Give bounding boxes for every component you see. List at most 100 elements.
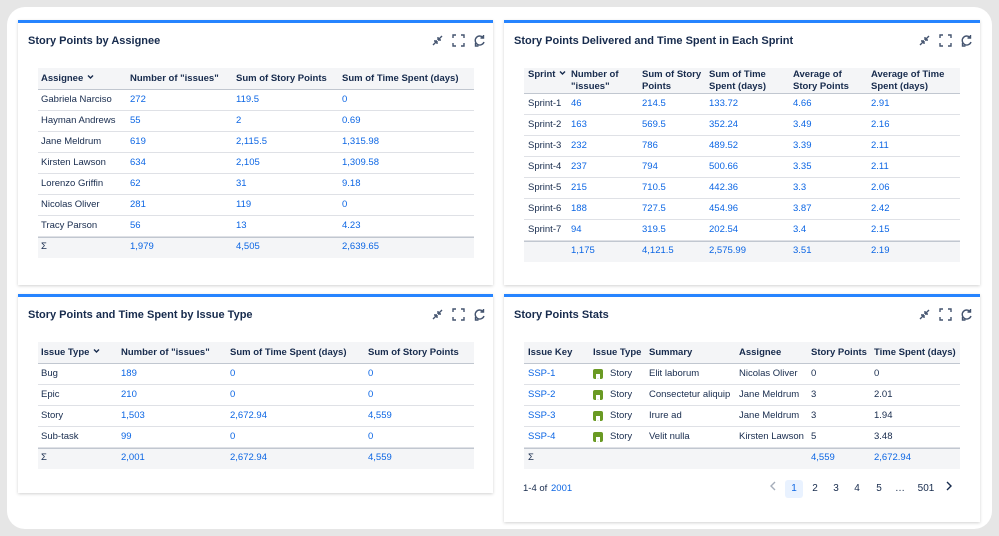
table-cell[interactable]: 3.49 <box>793 119 812 130</box>
table-cell[interactable]: 2.06 <box>871 182 890 193</box>
table-cell[interactable]: SSP-2 <box>528 389 556 400</box>
table-cell[interactable]: 232 <box>571 140 587 151</box>
fullscreen-button[interactable] <box>939 308 952 321</box>
table-cell[interactable]: 2.42 <box>871 203 890 214</box>
table-cell[interactable]: 3.39 <box>793 140 812 151</box>
table-cell[interactable]: 62 <box>130 178 141 189</box>
table-cell[interactable]: 352.24 <box>709 119 739 130</box>
page-button[interactable]: … <box>895 483 905 494</box>
table-cell[interactable]: 442.36 <box>709 182 739 193</box>
page-button[interactable]: 2 <box>812 483 818 494</box>
total-cell[interactable]: 1,175 <box>571 245 595 256</box>
table-cell[interactable]: 1,309.58 <box>342 157 379 168</box>
table-cell[interactable]: 281 <box>130 199 146 210</box>
minimize-button[interactable] <box>918 34 931 47</box>
table-cell[interactable]: SSP-1 <box>528 368 556 379</box>
table-cell[interactable]: 569.5 <box>642 119 666 130</box>
refresh-button[interactable] <box>473 34 486 47</box>
table-cell[interactable]: 2.15 <box>871 224 890 235</box>
table-cell[interactable]: 619 <box>130 136 146 147</box>
refresh-button[interactable] <box>960 308 973 321</box>
table-cell[interactable]: 94 <box>571 224 582 235</box>
table-cell[interactable]: 214.5 <box>642 98 666 109</box>
total-cell[interactable]: 2.19 <box>871 245 890 256</box>
table-cell[interactable]: 2,105 <box>236 157 260 168</box>
table-cell[interactable]: 13 <box>236 220 247 231</box>
column-header[interactable]: Sprint <box>528 69 568 81</box>
page-button[interactable]: 4 <box>854 483 860 494</box>
table-cell[interactable]: 1,503 <box>121 410 145 421</box>
total-cell[interactable]: 2,672.94 <box>874 452 911 463</box>
minimize-button[interactable] <box>431 308 444 321</box>
fullscreen-button[interactable] <box>452 34 465 47</box>
sort-chevron[interactable] <box>89 347 101 358</box>
table-cell[interactable]: 2.11 <box>871 161 889 172</box>
page-button[interactable]: 5 <box>876 483 882 494</box>
table-cell[interactable]: 4.66 <box>793 98 812 109</box>
table-cell[interactable]: 1,315.98 <box>342 136 379 147</box>
table-cell[interactable]: 634 <box>130 157 146 168</box>
table-cell[interactable]: 454.96 <box>709 203 739 214</box>
table-cell[interactable]: 4,559 <box>368 410 392 421</box>
table-cell[interactable]: 46 <box>571 98 582 109</box>
table-cell[interactable]: 2,672.94 <box>230 410 267 421</box>
table-cell[interactable]: 56 <box>130 220 141 231</box>
table-cell[interactable]: 500.66 <box>709 161 739 172</box>
table-cell[interactable]: 0 <box>230 431 236 442</box>
table-cell[interactable]: 0 <box>342 94 348 105</box>
prev-page[interactable] <box>764 480 782 498</box>
table-cell[interactable]: 2.91 <box>871 98 890 109</box>
current-page[interactable]: 1 <box>785 480 803 498</box>
page-button[interactable]: 501 <box>917 483 935 494</box>
pagination-total[interactable]: 2001 <box>551 483 573 494</box>
table-cell[interactable]: SSP-3 <box>528 410 556 421</box>
sort-chevron[interactable] <box>555 69 567 80</box>
table-cell[interactable]: 3.35 <box>793 161 812 172</box>
table-cell[interactable]: 272 <box>130 94 146 105</box>
refresh-button[interactable] <box>473 308 486 321</box>
sort-chevron[interactable] <box>83 73 95 84</box>
total-cell[interactable]: 3.51 <box>793 245 812 256</box>
table-cell[interactable]: 4.23 <box>342 220 361 231</box>
total-cell[interactable]: 2,639.65 <box>342 241 379 252</box>
table-cell[interactable]: 163 <box>571 119 587 130</box>
table-cell[interactable]: 2.16 <box>871 119 890 130</box>
page-button[interactable]: 3 <box>833 483 839 494</box>
table-cell[interactable]: 0 <box>230 389 236 400</box>
table-cell[interactable]: 0 <box>368 368 374 379</box>
table-cell[interactable]: 55 <box>130 115 141 126</box>
table-cell[interactable]: 786 <box>642 140 658 151</box>
table-cell[interactable]: 2,115.5 <box>236 136 267 147</box>
total-cell[interactable]: 2,001 <box>121 452 145 463</box>
table-cell[interactable]: 3.3 <box>793 182 807 193</box>
table-cell[interactable]: 119 <box>236 199 252 210</box>
table-cell[interactable]: 202.54 <box>709 224 739 235</box>
table-cell[interactable]: 2 <box>236 115 242 126</box>
table-cell[interactable]: 133.72 <box>709 98 739 109</box>
total-cell[interactable]: 4,505 <box>236 241 260 252</box>
table-cell[interactable]: 710.5 <box>642 182 666 193</box>
table-cell[interactable]: 189 <box>121 368 137 379</box>
total-cell[interactable]: 2,672.94 <box>230 452 267 463</box>
table-cell[interactable]: 210 <box>121 389 137 400</box>
table-cell[interactable]: 237 <box>571 161 587 172</box>
table-cell[interactable]: 188 <box>571 203 587 214</box>
next-page[interactable] <box>940 480 958 498</box>
total-cell[interactable]: 4,559 <box>368 452 392 463</box>
table-cell[interactable]: 0 <box>368 431 374 442</box>
table-cell[interactable]: 99 <box>121 431 132 442</box>
table-cell[interactable]: 319.5 <box>642 224 666 235</box>
table-cell[interactable]: 9.18 <box>342 178 361 189</box>
fullscreen-button[interactable] <box>939 34 952 47</box>
column-header[interactable]: Issue Type <box>41 347 118 359</box>
table-cell[interactable]: 0.69 <box>342 115 361 126</box>
refresh-button[interactable] <box>960 34 973 47</box>
total-cell[interactable]: 2,575.99 <box>709 245 746 256</box>
fullscreen-button[interactable] <box>452 308 465 321</box>
table-cell[interactable]: 119.5 <box>236 94 260 105</box>
minimize-button[interactable] <box>918 308 931 321</box>
table-cell[interactable]: 215 <box>571 182 587 193</box>
table-cell[interactable]: 0 <box>342 199 348 210</box>
table-cell[interactable]: 794 <box>642 161 658 172</box>
table-cell[interactable]: 0 <box>230 368 236 379</box>
